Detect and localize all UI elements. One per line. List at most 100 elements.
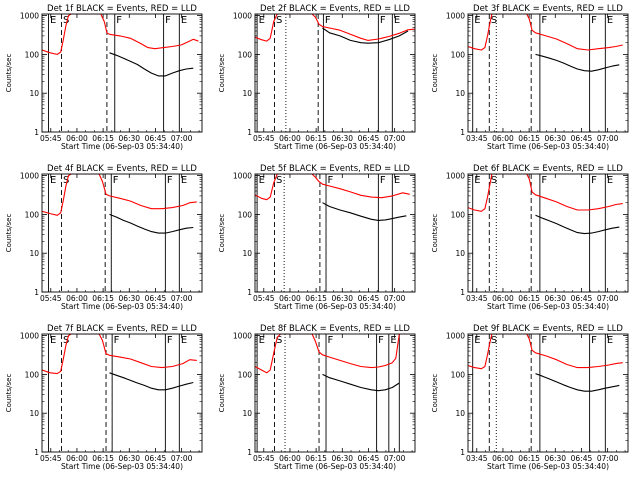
series-line-events	[535, 214, 620, 235]
y-tick-label: 100	[238, 210, 253, 219]
event-marker-label: F	[541, 175, 547, 186]
series-group	[255, 14, 415, 44]
y-tick-label: 1000	[20, 172, 39, 181]
y-tick-label: 1	[34, 128, 39, 137]
series-group	[255, 334, 410, 392]
event-marker-label: S	[491, 175, 497, 186]
event-marker-label: F	[328, 335, 334, 346]
x-tick-label: 06:15	[518, 294, 540, 303]
x-axis-label: Start Time (06-Sep-03 05:34:40)	[61, 142, 183, 151]
y-axis-label: Counts/sec	[5, 214, 13, 253]
x-tick-label: 07:00	[384, 294, 406, 303]
y-tick-label: 10	[242, 249, 252, 258]
y-axis-label: Counts/sec	[431, 374, 439, 413]
y-axis-label: Counts/sec	[218, 54, 226, 93]
event-marker-label: E	[181, 175, 187, 186]
event-marker-label: E	[607, 175, 613, 186]
panel-title: Det 9f BLACK = Events, RED = LLD	[473, 324, 623, 334]
series-line-lld	[255, 174, 410, 201]
event-marker-label: S	[491, 15, 497, 26]
x-tick-label: 06:00	[492, 294, 514, 303]
event-marker-label: S	[491, 335, 497, 346]
event-marker-label: S	[276, 175, 282, 186]
x-tick-label: 06:30	[544, 134, 566, 143]
event-marker-label: E	[607, 335, 613, 346]
x-tick-label: 06:45	[358, 294, 380, 303]
y-tick-label: 10	[29, 249, 39, 258]
x-tick-label: 06:45	[571, 454, 593, 463]
event-marker-label: E	[607, 15, 613, 26]
panel-title: Det 5f BLACK = Events, RED = LLD	[260, 164, 410, 174]
x-axis-label: Start Time (06-Sep-03 05:34:40)	[274, 462, 396, 471]
series-line-events	[109, 52, 194, 77]
event-marker-label: F	[591, 175, 597, 186]
event-marker-label: F	[380, 15, 386, 26]
series-group	[468, 14, 623, 72]
event-marker-label: F	[167, 175, 173, 186]
x-tick-label: 06:00	[279, 134, 301, 143]
x-tick-label: 06:45	[571, 134, 593, 143]
panel-det-4: Det 4f BLACK = Events, RED = LLD Counts/s…	[5, 164, 203, 311]
y-tick-label: 10	[455, 409, 465, 418]
y-axis-label: Counts/sec	[431, 54, 439, 93]
panel-det-6: Det 6f BLACK = Events, RED = LLD Counts/s…	[431, 164, 629, 311]
y-tick-label: 1000	[20, 332, 39, 341]
panel-det-7: Det 7f BLACK = Events, RED = LLD Counts/s…	[5, 324, 203, 471]
x-tick-label: 06:45	[145, 454, 167, 463]
plot-frame	[254, 173, 416, 293]
event-marker-label: F	[325, 15, 331, 26]
y-tick-label: 100	[451, 210, 466, 219]
x-tick-label: 06:30	[118, 454, 140, 463]
y-tick-label: 100	[25, 50, 40, 59]
y-axis-label: Counts/sec	[218, 374, 226, 413]
x-tick-label: 07:00	[597, 294, 619, 303]
x-axis-label: Start Time (06-Sep-03 05:34:40)	[274, 302, 396, 311]
x-tick-label: 06:00	[66, 134, 88, 143]
series-line-lld	[468, 334, 623, 370]
plot-frame	[41, 333, 203, 453]
x-tick-label: 06:15	[92, 454, 114, 463]
series-line-lld	[42, 174, 197, 216]
event-marker-label: E	[259, 175, 265, 186]
series-line-events	[109, 213, 194, 234]
panel-title: Det 2f BLACK = Events, RED = LLD	[260, 4, 410, 14]
y-axis-label: Counts/sec	[218, 214, 226, 253]
x-tick-label: 06:45	[145, 134, 167, 143]
series-line-lld	[255, 334, 410, 374]
event-marker-label: E	[259, 15, 265, 26]
x-tick-label: 06:15	[518, 134, 540, 143]
y-tick-label: 1000	[20, 12, 39, 21]
plot-frame	[467, 173, 629, 293]
x-tick-label: 06:45	[358, 454, 380, 463]
y-tick-label: 1000	[446, 12, 465, 21]
panel-title: Det 6f BLACK = Events, RED = LLD	[473, 164, 623, 174]
event-marker-label: F	[380, 175, 386, 186]
y-tick-label: 10	[29, 409, 39, 418]
series-line-events	[535, 373, 620, 392]
y-tick-label: 1000	[233, 12, 252, 21]
plot-frame	[467, 333, 629, 453]
event-marker-label: S	[276, 15, 282, 26]
panel-det-1: Det 1f BLACK = Events, RED = LLD Counts/s…	[5, 4, 203, 151]
panel-title: Det 1f BLACK = Events, RED = LLD	[47, 4, 197, 14]
panel-det-2: Det 2f BLACK = Events, RED = LLD Counts/s…	[218, 4, 416, 151]
event-marker-label: E	[50, 335, 56, 346]
x-tick-label: 06:15	[305, 134, 327, 143]
y-tick-label: 1	[34, 448, 39, 457]
event-marker-label: E	[394, 175, 400, 186]
x-tick-label: 07:00	[171, 134, 193, 143]
y-tick-label: 100	[238, 370, 253, 379]
x-axis-label: Start Time (06-Sep-03 05:34:40)	[61, 462, 183, 471]
x-tick-label: 06:45	[145, 294, 167, 303]
y-tick-label: 10	[29, 89, 39, 98]
y-tick-label: 1000	[233, 332, 252, 341]
y-tick-label: 100	[25, 210, 40, 219]
x-axis-label: Start Time (06-Sep-03 05:34:40)	[487, 142, 609, 151]
x-tick-label: 06:30	[331, 454, 353, 463]
y-axis-label: Counts/sec	[431, 214, 439, 253]
series-line-lld	[468, 14, 623, 51]
plot-frame	[254, 13, 416, 133]
y-tick-label: 100	[238, 50, 253, 59]
event-marker-label: F	[378, 335, 384, 346]
event-marker-label: E	[259, 335, 265, 346]
